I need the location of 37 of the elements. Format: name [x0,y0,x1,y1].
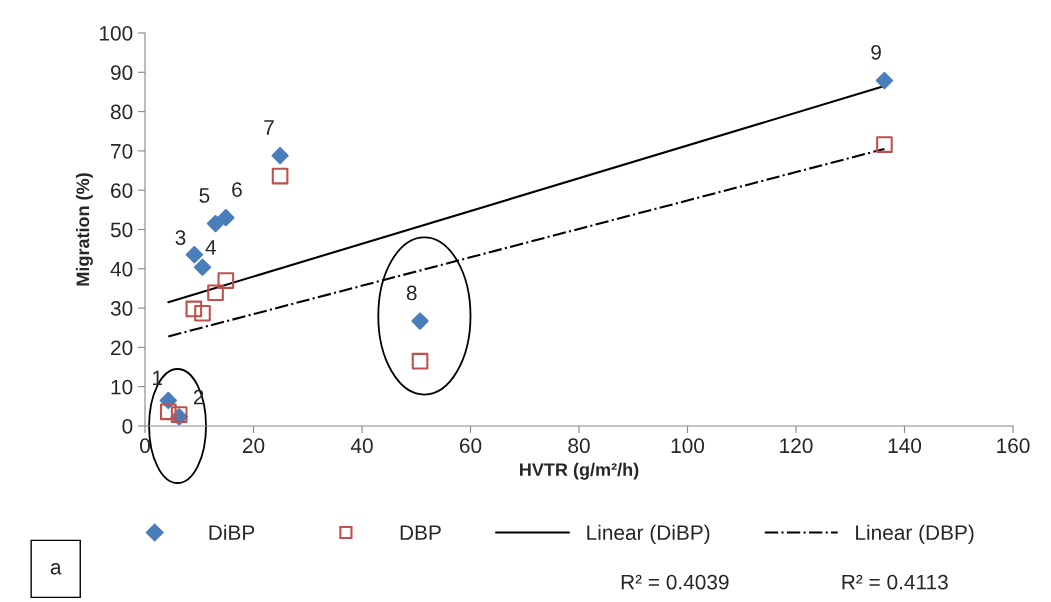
text: R² = 0.4113 [842,574,948,590]
legend-label: DiBP [209,524,255,540]
x-tick-label: 100 [671,438,705,454]
y-tick-label: 80 [110,104,133,120]
y-tick-label: 100 [100,26,133,41]
x-axis-title: HVTR (g/m²/h) [520,462,639,480]
y-tick-label: 10 [111,379,133,395]
annotation: 7 [264,120,274,135]
x-tick-label: 140 [888,438,922,454]
annotation: 4 [205,240,217,255]
annotation: 8 [406,285,417,301]
x-tick-label: 60 [459,438,482,454]
y-tick-label: 60 [111,183,133,198]
legend-label: Linear (DBP) [856,524,974,545]
y-tick-label: 70 [111,143,133,159]
y-tick-label: 90 [111,65,133,81]
annotation: 3 [175,230,186,245]
y-axis-title: Migration (%) [75,173,93,286]
y-tick-label: 0 [122,419,133,434]
annotation: 6 [232,182,242,197]
x-tick-label: 80 [568,438,590,454]
y-tick-label: 40 [110,261,133,277]
x-tick-label: 160 [997,438,1030,454]
x-tick-label: 20 [242,438,265,454]
x-tick-label: 120 [780,438,813,454]
annotation: 1 [153,370,162,386]
y-tick-label: 30 [110,301,133,316]
text: R² = 0.4039 [621,574,729,590]
legend-label: DBP [400,525,441,540]
y-tick-label: 50 [110,222,133,238]
y-tick-label: 20 [111,340,133,356]
annotation: 9 [871,45,881,60]
text: a [50,563,62,575]
x-tick-label: 40 [350,438,373,454]
legend-label: Linear (DiBP) [587,524,710,545]
x-tick-label: 0 [140,438,150,454]
annotation: 5 [199,188,210,203]
